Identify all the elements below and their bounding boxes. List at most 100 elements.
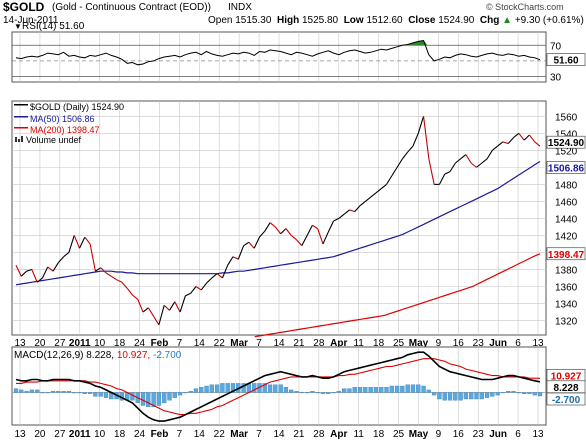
macd-histogram-bar <box>103 392 109 398</box>
price-segment <box>41 266 49 279</box>
macd-histogram-bar <box>273 384 278 393</box>
price-x-label: 7 <box>177 338 183 349</box>
macd-histogram-bar <box>336 391 342 393</box>
macd-histogram-bar <box>50 391 56 393</box>
price-legend: $GOLD (Daily) 1524.90 <box>30 102 124 112</box>
open-value: 1515.30 <box>235 15 272 26</box>
macd-histogram-bar <box>495 392 500 396</box>
high-value: 1525.80 <box>301 15 339 26</box>
macd-histogram-bar <box>506 391 511 393</box>
macd-x-label: 22 <box>214 429 226 440</box>
ohlc-row: Open 1515.30 High 1525.80 Low 1512.60 Cl… <box>208 15 584 27</box>
macd-histogram-bar <box>262 383 267 393</box>
macd-histogram-bar <box>45 392 50 394</box>
macd-x-label: 18 <box>373 429 385 440</box>
price-segment <box>100 267 107 274</box>
ma50-line <box>15 160 541 286</box>
price-segment <box>370 192 377 198</box>
macd-histogram-bar <box>490 392 495 397</box>
macd-histogram-bar <box>193 388 199 393</box>
price-segment <box>253 236 260 249</box>
ma200-last-value: 1398.47 <box>548 250 585 261</box>
macd-x-label: 28 <box>313 429 325 440</box>
macd-histogram-bar <box>347 388 352 393</box>
price-segment <box>375 188 382 194</box>
price-x-label: 14 <box>194 338 206 349</box>
price-x-label: May <box>409 338 429 349</box>
price-segment <box>237 245 245 260</box>
macd-histogram-bar <box>405 384 410 393</box>
macd-histogram-bar <box>342 388 347 393</box>
macd-x-label: Apr <box>330 429 347 440</box>
price-segment <box>142 307 149 313</box>
price-segment <box>507 137 514 144</box>
price-segment <box>417 116 425 134</box>
macd-histogram-bar <box>373 387 379 393</box>
price-segment <box>528 134 536 143</box>
price-segment <box>269 222 276 228</box>
macd-x-label: 2011 <box>69 429 91 440</box>
price-segment <box>110 275 117 281</box>
price-x-label: 25 <box>393 338 405 349</box>
price-x-label: 28 <box>313 338 325 349</box>
macd-histogram-bar <box>416 384 421 393</box>
price-x-label: Jun <box>489 338 507 349</box>
price-segment <box>36 277 43 283</box>
macd-x-label: 10 <box>94 429 106 440</box>
price-x-label: 21 <box>293 338 305 349</box>
legend-swatch-volume <box>21 136 23 142</box>
price-segment <box>380 183 387 190</box>
symbol-title: $GOLD <box>3 0 45 14</box>
price-x-label: 27 <box>54 338 66 349</box>
macd-histogram-bar <box>447 392 453 401</box>
price-segment <box>15 264 22 277</box>
price-segment <box>200 282 207 291</box>
price-x-label: 10 <box>94 338 106 349</box>
price-segment <box>126 287 133 296</box>
low-label: Low <box>343 15 364 26</box>
macd-x-label: 20 <box>34 429 46 440</box>
macd-histogram-bar <box>40 392 45 394</box>
price-segment <box>163 304 170 311</box>
price-x-label: 24 <box>134 338 146 349</box>
macd-x-label: 14 <box>194 429 206 440</box>
price-segment <box>497 141 504 147</box>
price-segment <box>407 145 414 153</box>
price-segment <box>513 132 520 139</box>
macd-histogram-bar <box>537 392 543 397</box>
price-x-label: 14 <box>273 338 285 349</box>
price-y-tick: 1340 <box>555 300 578 311</box>
macd-histogram-bar <box>357 387 363 393</box>
price-y-tick: 1440 <box>555 214 578 225</box>
macd-histogram-bar <box>156 392 162 406</box>
rsi-last-value: 51.60 <box>553 56 578 67</box>
price-segment <box>280 228 287 235</box>
macd-signal-last-value: 10.927 <box>551 371 582 382</box>
macd-histogram-bar <box>479 392 484 400</box>
price-segment <box>306 224 313 236</box>
legend-swatch-ma200 <box>14 127 28 129</box>
macd-histogram-bar <box>35 389 40 393</box>
price-segment <box>47 266 54 272</box>
macd-x-label: 13 <box>14 429 26 440</box>
macd-histogram-bar <box>283 387 289 393</box>
price-y-tick: 1320 <box>555 317 578 328</box>
macd-histogram-bar <box>13 388 19 393</box>
macd-x-label: 24 <box>134 429 146 440</box>
macd-histogram-bar <box>516 392 521 394</box>
macd-x-label: 14 <box>273 429 285 440</box>
macd-histogram-bar <box>463 392 469 400</box>
macd-histogram-bar <box>199 387 204 393</box>
macd-histogram-bar <box>146 392 151 407</box>
price-segment <box>121 281 128 289</box>
macd-x-label: 23 <box>473 429 485 440</box>
macd-histogram-bar <box>151 392 156 407</box>
price-segment <box>57 256 65 264</box>
macd-histogram-bar <box>172 392 177 398</box>
price-x-label: 9 <box>436 338 442 349</box>
price-x-label: Apr <box>330 338 347 349</box>
rsi-line <box>15 40 541 66</box>
macd-histogram-bar <box>87 392 93 394</box>
macd-histogram-bar <box>484 392 490 398</box>
macd-histogram-bar <box>379 387 384 393</box>
